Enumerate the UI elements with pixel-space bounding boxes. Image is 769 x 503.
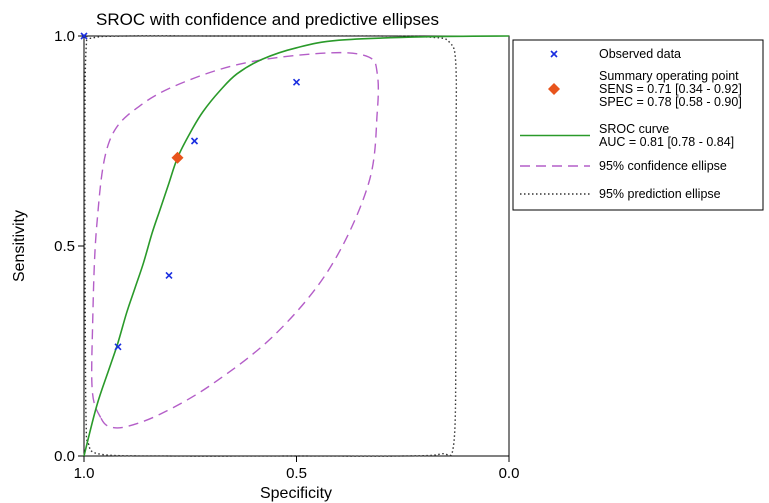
legend-text: 95% confidence ellipse: [599, 159, 727, 173]
y-axis-title: Sensitivity: [11, 210, 28, 282]
observed-data-point: [80, 32, 88, 40]
x-marker-stroke: [165, 271, 173, 279]
sroc-curve: [83, 35, 510, 457]
x-marker-stroke: [190, 137, 199, 145]
x-tick-label: 0.5: [286, 465, 307, 482]
legend-observed-marker: [550, 50, 558, 58]
x-marker-stroke: [550, 50, 558, 58]
legend-text: Observed data: [599, 47, 681, 61]
summary-operating-point: [171, 151, 184, 164]
legend-item-observed: Observed data: [550, 47, 681, 61]
legend-text: SROC curve: [599, 122, 669, 136]
y-tick-label: 0.5: [54, 238, 75, 255]
observed-data-point: [292, 78, 301, 86]
prediction-ellipse: [84, 35, 458, 457]
x-axis-title: Specificity: [260, 485, 332, 502]
legend-items: Observed data Summary operating pointSENS…: [520, 47, 742, 201]
y-tick-label: 1.0: [54, 28, 75, 45]
x-marker-stroke: [80, 32, 88, 40]
axes: 1.0 0.5 0.0 0.0 0.5 1.0: [54, 28, 519, 482]
legend-item-pred: 95% prediction ellipse: [520, 187, 721, 201]
observed-data-point: [165, 271, 173, 279]
x-tick-label: 1.0: [74, 465, 95, 482]
legend-text: 95% prediction ellipse: [599, 187, 721, 201]
legend-text: SENS = 0.71 [0.34 - 0.92]: [599, 82, 742, 96]
legend-text: Summary operating point: [599, 69, 739, 83]
observed-data-point: [114, 343, 122, 351]
legend-text: AUC = 0.81 [0.78 - 0.84]: [599, 135, 734, 149]
x-marker-stroke: [114, 343, 122, 351]
series-layer: [80, 32, 510, 457]
x-marker-stroke: [292, 78, 301, 86]
confidence-ellipse: [91, 51, 380, 429]
observed-data-point: [190, 137, 199, 145]
legend-box: [512, 39, 764, 211]
legend: Observed data Summary operating pointSENS…: [512, 39, 764, 211]
chart-title: SROC with confidence and predictive elli…: [96, 10, 439, 29]
legend-item-conf: 95% confidence ellipse: [520, 159, 727, 173]
legend-text: SPEC = 0.78 [0.58 - 0.90]: [599, 95, 742, 109]
y-tick-label: 0.0: [54, 448, 75, 465]
x-tick-label: 0.0: [499, 465, 520, 482]
legend-summary-marker: [548, 83, 560, 95]
